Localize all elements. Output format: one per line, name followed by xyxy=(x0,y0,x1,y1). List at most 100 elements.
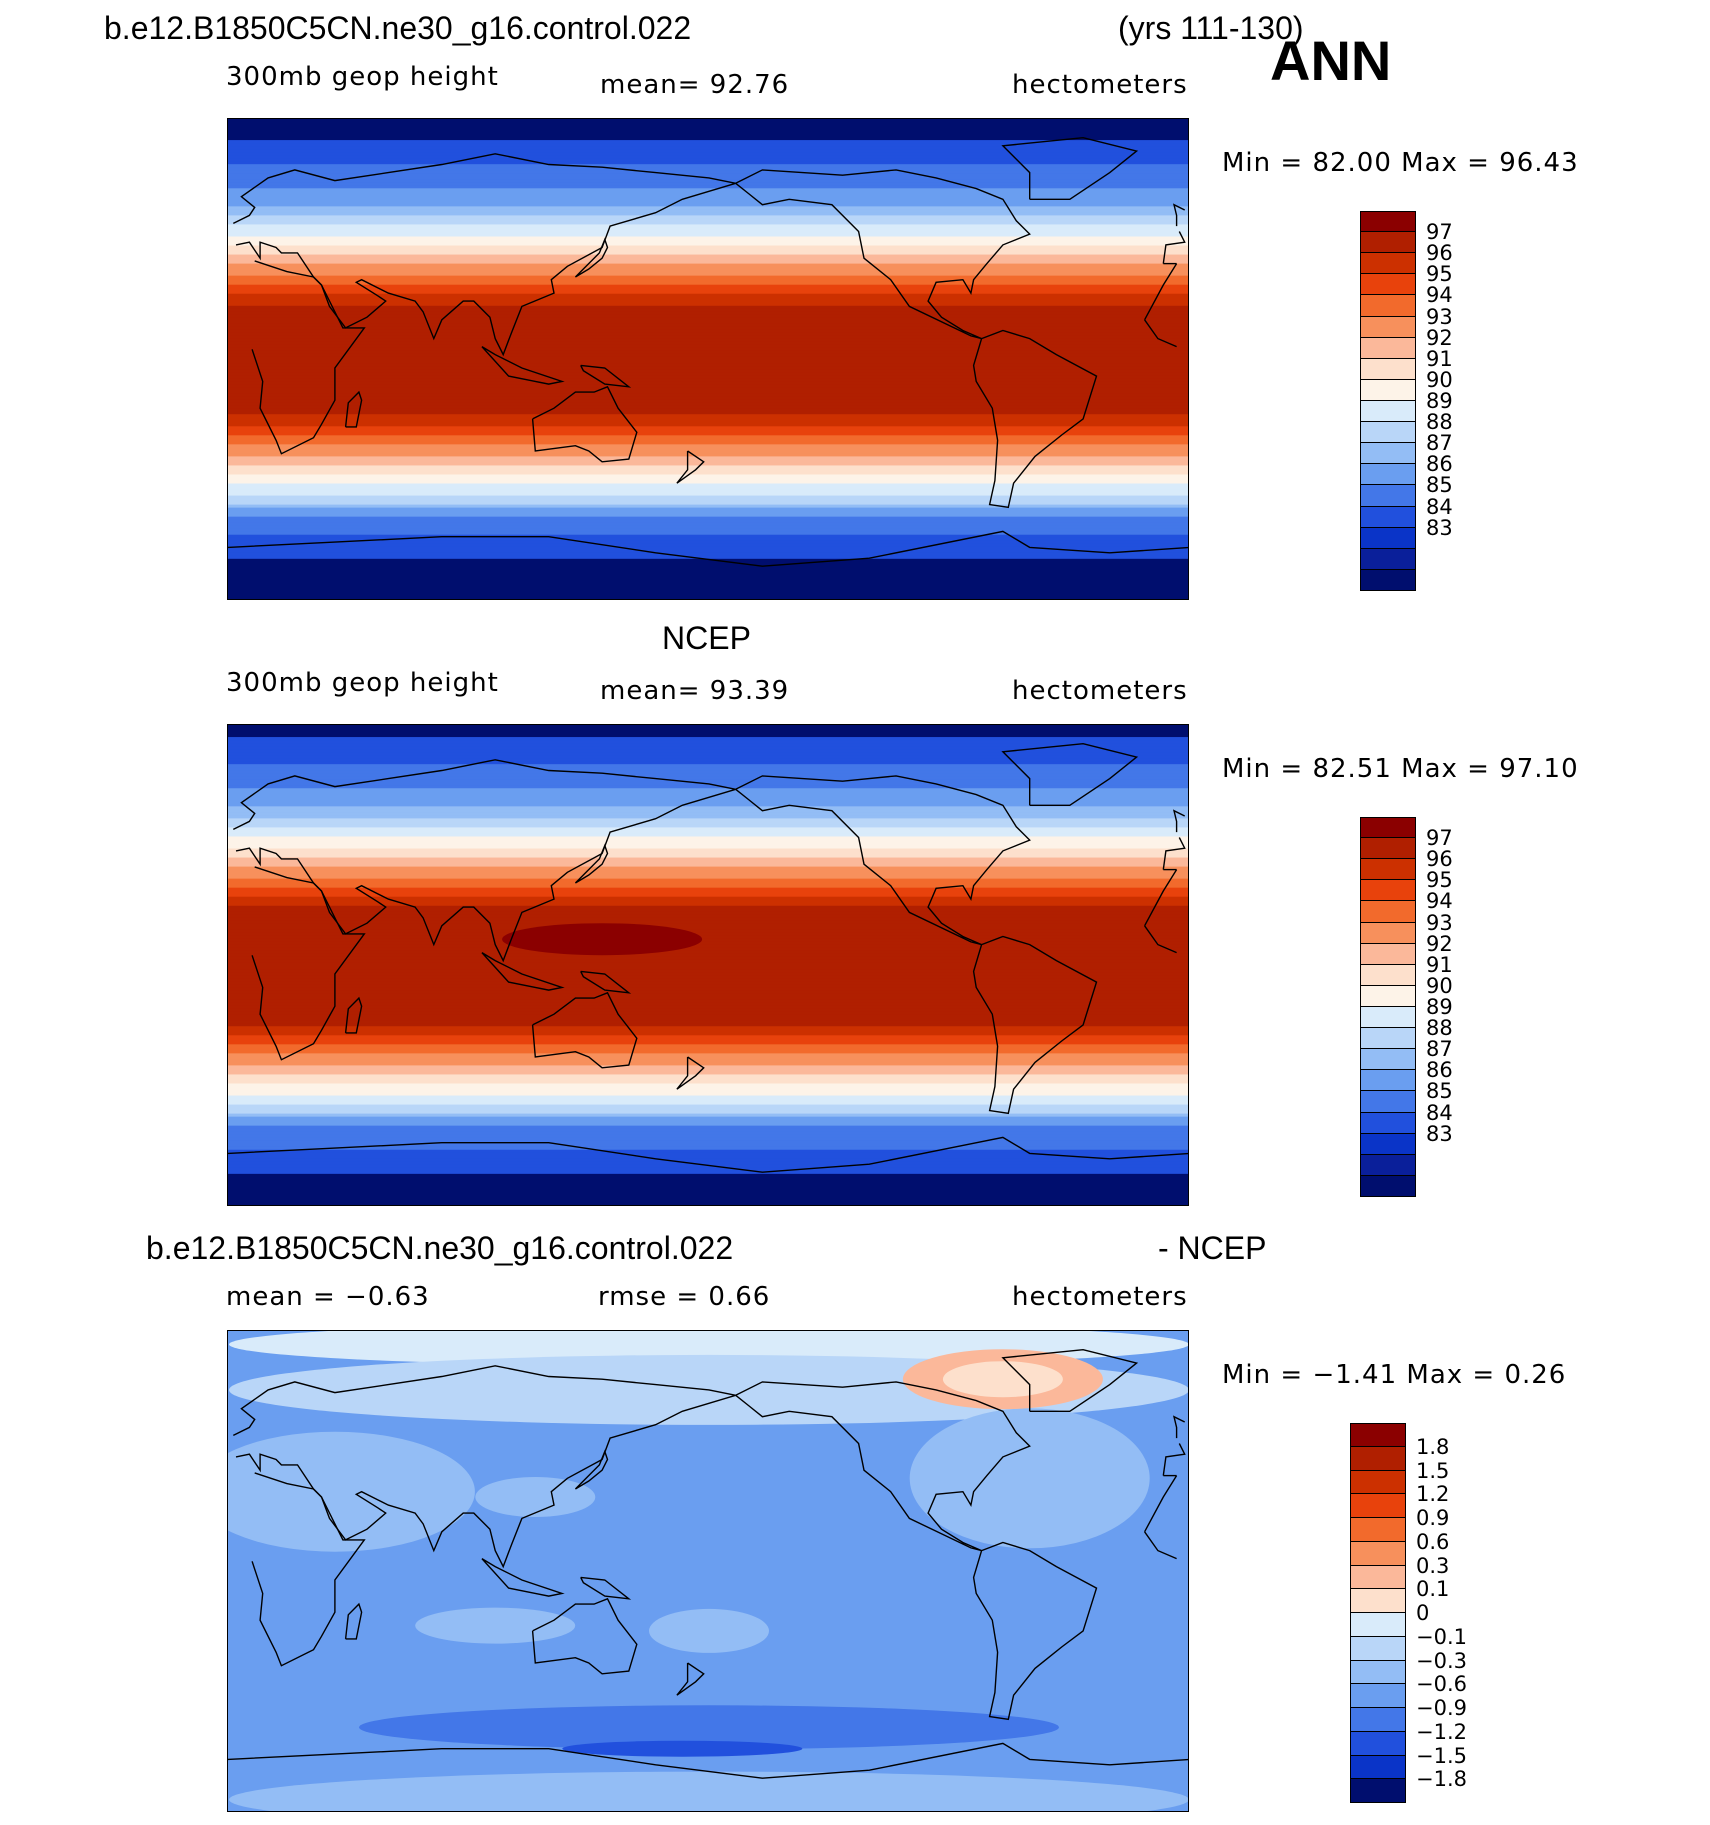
field-band xyxy=(228,591,1188,596)
colorbar-swatch xyxy=(1350,1613,1406,1637)
field-band xyxy=(228,953,1188,958)
field-band xyxy=(228,594,1188,599)
field-band xyxy=(228,522,1188,527)
coastline xyxy=(232,1365,736,1569)
field-band xyxy=(228,206,1188,210)
colorbar-tick-label: 97 xyxy=(1426,220,1453,245)
field-band xyxy=(228,429,1188,433)
colorbar-swatch xyxy=(1360,985,1416,1007)
field-band xyxy=(228,737,1188,741)
coastline xyxy=(481,346,565,385)
coastline xyxy=(676,450,705,484)
field-band xyxy=(228,402,1188,406)
coastlines xyxy=(228,1348,1188,1779)
colorbar-tick-label: 83 xyxy=(1426,515,1453,540)
field-band xyxy=(228,275,1188,280)
panel1-map xyxy=(227,118,1189,600)
coastline xyxy=(580,364,632,388)
field-band xyxy=(228,305,1188,310)
field-band xyxy=(228,552,1188,557)
diff-contour-region xyxy=(415,1607,576,1644)
field-band xyxy=(228,809,1188,813)
field-band xyxy=(228,534,1188,539)
field-band xyxy=(228,531,1188,536)
field-band xyxy=(228,399,1188,403)
coastline xyxy=(1162,837,1186,870)
colorbar-tick-label: 91 xyxy=(1426,952,1453,977)
coastline xyxy=(232,153,736,357)
colorbar-tick-label: 93 xyxy=(1426,304,1453,329)
colorbar-swatch xyxy=(1350,1708,1406,1732)
colorbar-tick-label: 85 xyxy=(1426,473,1453,498)
field-band xyxy=(228,266,1188,271)
colorbar-frame xyxy=(1350,1423,1406,1803)
field-band xyxy=(228,314,1188,319)
field-band xyxy=(228,564,1188,569)
field-band xyxy=(228,242,1188,247)
field-band xyxy=(228,836,1188,841)
field-band xyxy=(228,215,1188,220)
field-band xyxy=(228,1104,1188,1109)
field-band xyxy=(228,278,1188,283)
field-band xyxy=(228,459,1188,464)
panel2-map xyxy=(227,724,1189,1206)
colorbar-tick-label: 96 xyxy=(1426,847,1453,872)
field-band xyxy=(228,212,1188,216)
field-band xyxy=(228,251,1188,256)
coastline xyxy=(228,530,1188,567)
field-band xyxy=(228,489,1188,494)
field-band xyxy=(228,806,1188,810)
field-band xyxy=(228,525,1188,530)
field-band xyxy=(228,372,1188,376)
panel3-minmax: Min = −1.41 Max = 0.26 xyxy=(1222,1360,1567,1390)
field-band xyxy=(228,917,1188,922)
field-band xyxy=(228,731,1188,735)
field-band xyxy=(228,128,1188,132)
field-band xyxy=(228,284,1188,289)
colorbar-tick-label: −1.2 xyxy=(1416,1719,1467,1744)
field-band xyxy=(228,185,1188,189)
field-band xyxy=(228,558,1188,563)
field-band xyxy=(228,1131,1188,1136)
field-band xyxy=(228,405,1188,409)
field-band xyxy=(228,516,1188,521)
field-band xyxy=(228,338,1188,343)
field-band xyxy=(228,728,1188,732)
panel2-colorbar: 97 96 95 94 93 92 91 90 89 88 87 86 85 84 83 xyxy=(1360,817,1500,1197)
colorbar-swatch xyxy=(1360,527,1416,549)
field-band xyxy=(228,224,1188,229)
colorbar-tick-label: 95 xyxy=(1426,868,1453,893)
field-band xyxy=(228,1152,1188,1157)
field-band xyxy=(228,993,1188,997)
field-band xyxy=(228,755,1188,759)
colorbar-swatch xyxy=(1360,901,1416,923)
field-band xyxy=(228,360,1188,364)
colorbar-tick-label: −1.5 xyxy=(1416,1743,1467,1768)
field-band xyxy=(228,749,1188,753)
field-band xyxy=(228,1101,1188,1106)
coastline xyxy=(481,952,565,991)
colorbar-swatch xyxy=(1360,211,1416,233)
field-band xyxy=(228,182,1188,186)
diff-contour-region xyxy=(909,1408,1150,1549)
colorbar-tick-label: 95 xyxy=(1426,262,1453,287)
field-band xyxy=(228,197,1188,201)
colorbar-swatch xyxy=(1350,1731,1406,1756)
field-band xyxy=(228,125,1188,129)
field-band xyxy=(228,1176,1188,1181)
field-band xyxy=(228,573,1188,578)
field-band xyxy=(228,227,1188,232)
field-band xyxy=(228,444,1188,448)
colorbar-swatch xyxy=(1360,506,1416,528)
colorbar-tick-label: 83 xyxy=(1426,1121,1453,1146)
field-band xyxy=(228,263,1188,268)
field-band xyxy=(228,423,1188,427)
field-band xyxy=(228,390,1188,394)
field-band xyxy=(228,908,1188,913)
coastline xyxy=(344,996,363,1034)
field-band xyxy=(228,134,1188,138)
field-band xyxy=(228,842,1188,847)
field-band xyxy=(228,1143,1188,1148)
field-band xyxy=(228,1077,1188,1082)
colorbar-swatch xyxy=(1360,838,1416,860)
